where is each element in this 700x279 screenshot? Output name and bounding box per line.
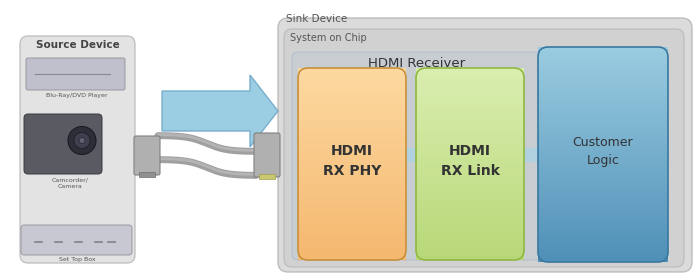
Polygon shape xyxy=(162,75,278,147)
Bar xyxy=(139,172,155,177)
FancyBboxPatch shape xyxy=(254,133,280,177)
Text: Source Device: Source Device xyxy=(36,40,120,50)
Text: Blu-Ray/DVD Player: Blu-Ray/DVD Player xyxy=(46,93,108,98)
Text: Camcorder/
Camera: Camcorder/ Camera xyxy=(52,178,88,189)
Text: Customer
Logic: Customer Logic xyxy=(573,136,634,167)
Circle shape xyxy=(68,126,96,155)
Circle shape xyxy=(74,133,90,148)
Text: System on Chip: System on Chip xyxy=(290,33,367,43)
Text: HDMI
RX Link: HDMI RX Link xyxy=(440,144,499,178)
FancyBboxPatch shape xyxy=(26,58,125,90)
Text: HDMI
RX PHY: HDMI RX PHY xyxy=(323,144,382,178)
Bar xyxy=(259,174,275,179)
Circle shape xyxy=(79,138,85,143)
FancyBboxPatch shape xyxy=(284,29,684,267)
FancyBboxPatch shape xyxy=(292,52,542,260)
Bar xyxy=(406,148,570,162)
FancyBboxPatch shape xyxy=(278,18,692,272)
FancyBboxPatch shape xyxy=(134,136,160,175)
Text: Sink Device: Sink Device xyxy=(286,14,347,24)
Text: Set Top Box: Set Top Box xyxy=(59,257,95,262)
FancyBboxPatch shape xyxy=(24,114,102,174)
FancyBboxPatch shape xyxy=(21,225,132,255)
FancyBboxPatch shape xyxy=(20,36,135,263)
Text: HDMI Receiver: HDMI Receiver xyxy=(368,57,466,70)
